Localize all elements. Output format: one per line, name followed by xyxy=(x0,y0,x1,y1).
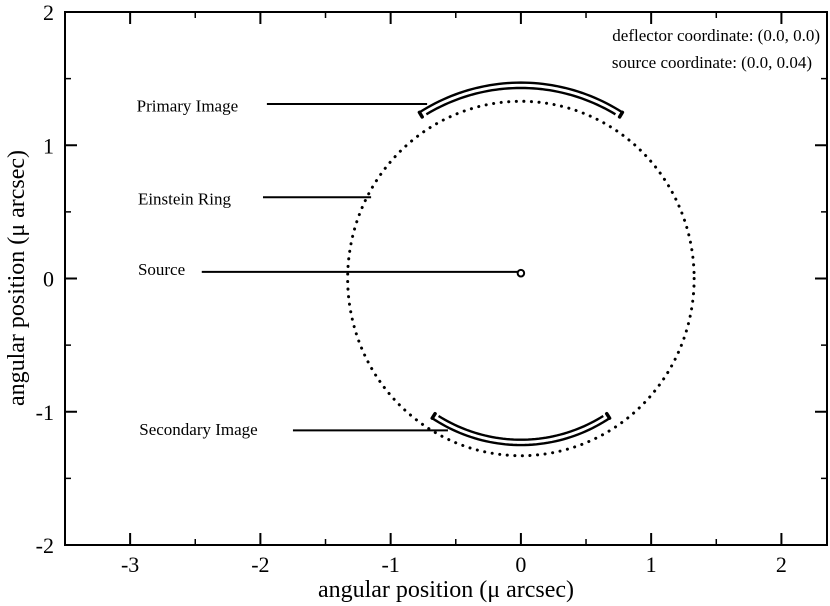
y-tick-label: 1 xyxy=(43,133,54,158)
y-tick-label: 2 xyxy=(43,0,54,25)
secondary-image-annotation-label: Secondary Image xyxy=(139,420,257,439)
x-tick-label: 0 xyxy=(515,552,526,577)
primary-image-tip xyxy=(417,110,424,119)
tick-labels: -3 -2 -1 0 1 2 -2 -1 0 1 2 xyxy=(36,0,787,577)
axis-ticks xyxy=(64,11,827,546)
source-coordinate-text: source coordinate: (0.0, 0.04) xyxy=(612,53,812,72)
y-axis-label: angular position (μ arcsec) xyxy=(4,150,30,406)
x-tick-label: 1 xyxy=(646,552,657,577)
primary-image-tip xyxy=(617,110,625,119)
einstein-ring-annotation-label: Einstein Ring xyxy=(138,190,232,209)
x-tick-label: -2 xyxy=(251,552,269,577)
annotations: Primary Image Einstein Ring Source Secondar… xyxy=(137,96,519,439)
source-annotation-label: Source xyxy=(138,260,185,279)
primary-image-annotation-label: Primary Image xyxy=(137,96,239,115)
secondary-image-inner-arc xyxy=(437,414,604,441)
y-tick-label: -2 xyxy=(36,533,54,558)
x-axis-label: angular position (μ arcsec) xyxy=(318,577,574,603)
plot-marks xyxy=(346,81,696,458)
secondary-image-outer-arc xyxy=(431,417,611,447)
x-tick-label: -1 xyxy=(381,552,399,577)
y-tick-label: 0 xyxy=(43,267,54,292)
secondary-image-tip xyxy=(604,411,612,420)
secondary-image-tip xyxy=(430,411,437,420)
einstein-ring xyxy=(346,99,696,458)
x-tick-label: -3 xyxy=(121,552,139,577)
y-tick-label: -1 xyxy=(36,400,54,425)
source-marker xyxy=(516,268,526,278)
deflector-coordinate-text: deflector coordinate: (0.0, 0.0) xyxy=(612,26,820,45)
primary-image-inner-arc xyxy=(425,86,617,116)
primary-image-outer-arc xyxy=(418,81,623,114)
x-tick-label: 2 xyxy=(776,552,787,577)
